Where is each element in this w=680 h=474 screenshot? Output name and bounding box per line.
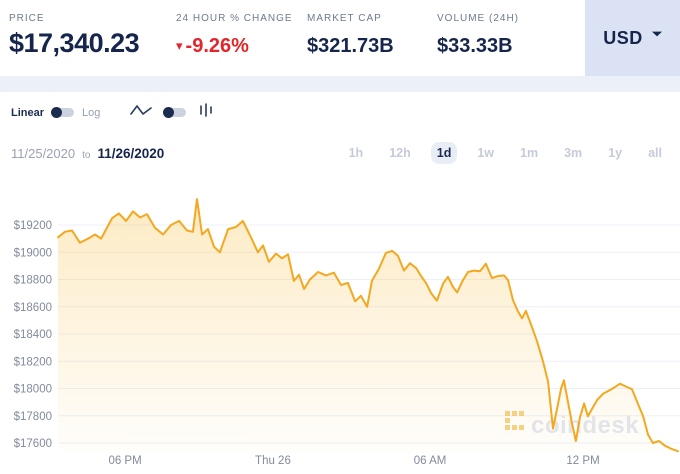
watermark-wordmark: coindesk: [531, 412, 639, 439]
range-button-all[interactable]: all: [648, 146, 662, 160]
change-value: ▾ -9.26%: [176, 35, 293, 58]
toggle-knob: [51, 107, 63, 118]
time-range-buttons: 1h 12h 1d 1w 1m 3m 1y all: [329, 142, 668, 164]
price-stats-header: PRICE $17,340.23 24 HOUR % CHANGE ▾ -9.26…: [0, 0, 680, 76]
volume-value: $33.33B: [437, 35, 513, 57]
stat-volume: VOLUME (24H) $33.33B: [437, 13, 519, 58]
svg-text:$17600: $17600: [14, 438, 52, 450]
stat-price: PRICE $17,340.23: [9, 13, 140, 59]
svg-text:$18800: $18800: [14, 275, 52, 287]
range-button-1m[interactable]: 1m: [520, 146, 539, 160]
y-axis-labels: $19200 $19000 $18800 $18600 $18400 $18200 $180…: [14, 220, 52, 450]
chart-type-toggle[interactable]: [163, 107, 187, 118]
range-button-1h[interactable]: 1h: [348, 146, 364, 160]
range-button-1d[interactable]: 1d: [430, 142, 458, 164]
price-chart: $19200 $19000 $18800 $18600 $18400 $18200 $180…: [0, 170, 680, 474]
price-area-fill: [58, 199, 678, 452]
chart-controls: Linear Log: [11, 102, 218, 123]
currency-selected: USD: [603, 27, 643, 48]
date-range: 11/25/2020 to 11/26/2020: [11, 146, 164, 161]
svg-text:$18400: $18400: [14, 329, 52, 341]
coindesk-logo-icon: [505, 411, 524, 430]
svg-text:$18000: $18000: [14, 384, 52, 396]
svg-text:Thu 26: Thu 26: [255, 455, 291, 467]
svg-text:$18200: $18200: [14, 356, 52, 368]
to-date[interactable]: 11/26/2020: [97, 146, 165, 161]
line-chart-icon[interactable]: [130, 103, 153, 122]
stat-24h-change: 24 HOUR % CHANGE ▾ -9.26%: [176, 13, 293, 58]
toggle-knob: [163, 107, 175, 118]
price-value: $17,340.23: [9, 28, 140, 58]
chevron-down-icon: [651, 31, 662, 37]
scale-toggle[interactable]: [51, 107, 75, 118]
log-scale-label[interactable]: Log: [82, 106, 101, 119]
coindesk-watermark: coindesk: [505, 411, 639, 439]
from-date[interactable]: 11/25/2020: [11, 146, 76, 161]
date-joiner: to: [82, 150, 91, 161]
currency-selector[interactable]: USD: [585, 0, 680, 76]
svg-text:06 AM: 06 AM: [414, 455, 447, 467]
linear-scale-label[interactable]: Linear: [11, 106, 45, 119]
bar-chart-icon[interactable]: [198, 102, 214, 123]
range-button-12h[interactable]: 12h: [389, 146, 411, 160]
range-button-3m[interactable]: 3m: [564, 146, 583, 160]
price-label: PRICE: [9, 13, 45, 24]
svg-text:$18600: $18600: [14, 302, 52, 314]
svg-text:06 PM: 06 PM: [108, 455, 141, 467]
stat-market-cap: MARKET CAP $321.73B: [307, 13, 394, 58]
range-button-1y[interactable]: 1y: [608, 146, 623, 160]
change-label: 24 HOUR % CHANGE: [176, 13, 293, 24]
volume-label: VOLUME (24H): [437, 13, 520, 24]
price-line: [57, 198, 679, 453]
market-cap-value: $321.73B: [307, 35, 394, 57]
svg-text:$19200: $19200: [14, 220, 52, 232]
change-percent: -9.26%: [185, 35, 249, 57]
market-cap-label: MARKET CAP: [307, 13, 382, 24]
svg-text:$19000: $19000: [14, 247, 52, 259]
x-axis-labels: 06 PM Thu 26 06 AM 12 PM: [108, 455, 599, 467]
header-divider-band: [0, 76, 680, 92]
price-chart-svg: $19200 $19000 $18800 $18600 $18400 $18200 $180…: [14, 198, 680, 467]
range-button-1w[interactable]: 1w: [477, 146, 495, 160]
down-arrow-icon: ▾: [176, 38, 183, 53]
svg-text:12 PM: 12 PM: [566, 455, 599, 467]
svg-text:$17800: $17800: [14, 411, 52, 423]
